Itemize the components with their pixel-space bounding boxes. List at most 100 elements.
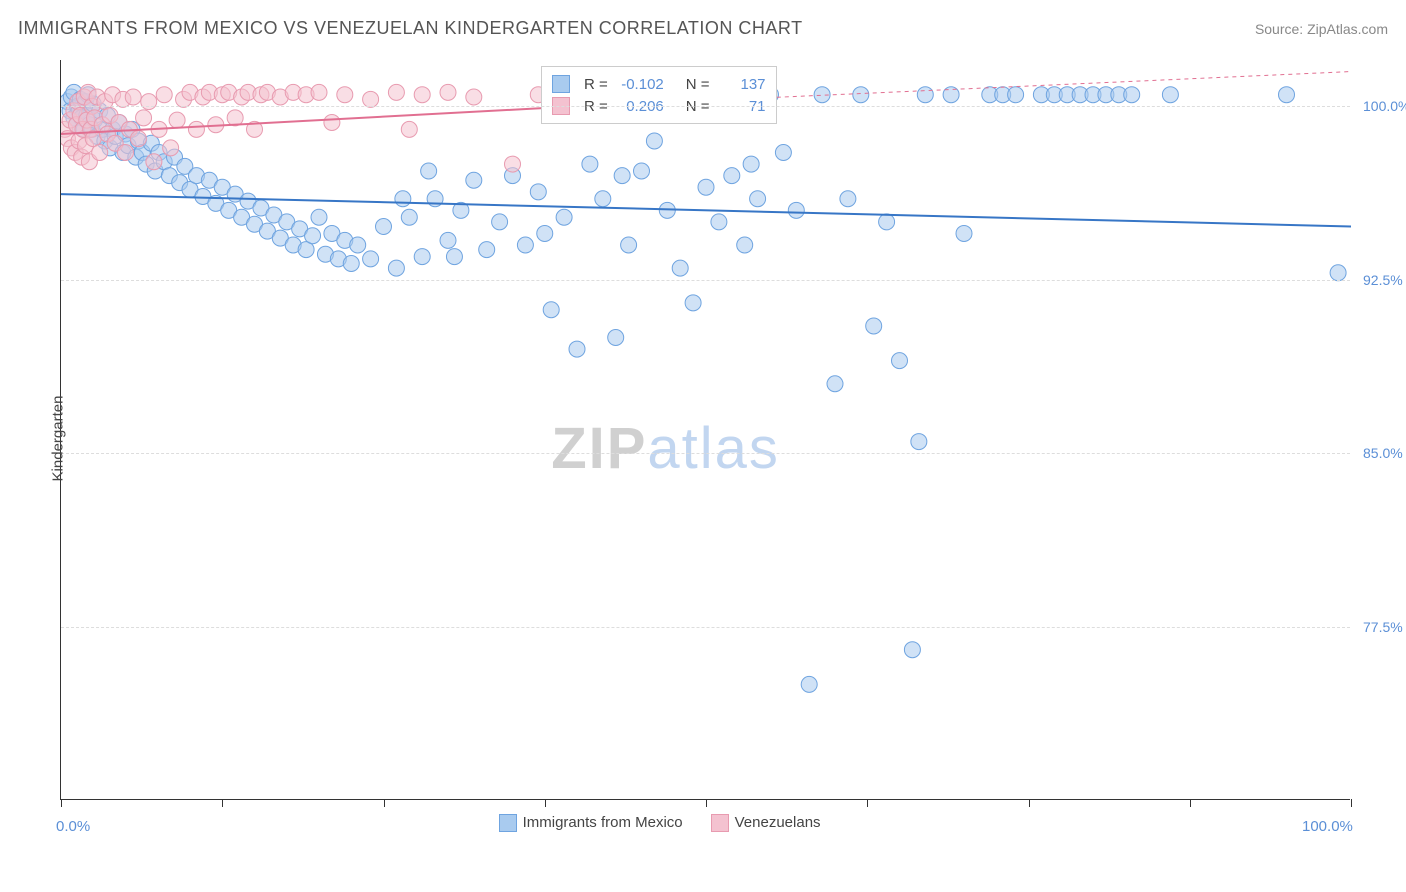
scatter-point [737,237,753,253]
scatter-point [492,214,508,230]
scatter-point [956,225,972,241]
grid-line [61,627,1350,628]
scatter-point [517,237,533,253]
scatter-point [350,237,366,253]
scatter-point [446,249,462,265]
scatter-point [892,353,908,369]
y-tick-label: 92.5% [1363,272,1403,288]
scatter-point [146,154,162,170]
scatter-point [750,191,766,207]
scatter-point [363,91,379,107]
grid-line [61,106,1350,107]
scatter-point [363,251,379,267]
scatter-point [479,242,495,258]
scatter-point [879,214,895,230]
scatter-point [646,133,662,149]
y-tick-label: 100.0% [1363,98,1406,114]
scatter-point [543,302,559,318]
x-tick [867,799,868,807]
scatter-point [130,131,146,147]
scatter-point [125,89,141,105]
x-tick [1351,799,1352,807]
scatter-point [582,156,598,172]
scatter-point [853,87,869,103]
scatter-point [156,87,172,103]
scatter-point [724,168,740,184]
scatter-point [801,676,817,692]
scatter-point [376,219,392,235]
scatter-point [92,145,108,161]
legend-label: Venezuelans [735,814,821,831]
scatter-point [595,191,611,207]
stats-r-value: -0.102 [616,76,664,93]
scatter-point [788,202,804,218]
scatter-point [685,295,701,311]
chart-title: IMMIGRANTS FROM MEXICO VS VENEZUELAN KIN… [18,18,803,39]
scatter-point [343,256,359,272]
scatter-point [943,87,959,103]
legend-item: Immigrants from Mexico [499,814,683,832]
scatter-point [311,84,327,100]
scatter-point [911,434,927,450]
grid-line [61,453,1350,454]
stats-n-label: N = [686,76,710,93]
scatter-point [388,260,404,276]
scatter-point [917,87,933,103]
header: IMMIGRANTS FROM MEXICO VS VENEZUELAN KIN… [18,18,1388,39]
scatter-point [608,330,624,346]
scatter-point [530,184,546,200]
x-axis-min-label: 0.0% [56,818,90,835]
scatter-point [395,191,411,207]
x-tick [384,799,385,807]
scatter-point [305,228,321,244]
scatter-point [466,89,482,105]
scatter-point [775,145,791,161]
scatter-point [698,179,714,195]
stats-row: R = -0.102 N = 137 [552,73,766,95]
scatter-point [634,163,650,179]
bottom-legend: Immigrants from Mexico Venezuelans [499,814,821,832]
scatter-point [621,237,637,253]
legend-item: Venezuelans [711,814,821,832]
scatter-point [556,209,572,225]
scatter-point [614,168,630,184]
scatter-point [188,121,204,137]
scatter-point [440,84,456,100]
x-tick [1190,799,1191,807]
scatter-point [1330,265,1346,281]
scatter-point [537,225,553,241]
stats-n-value: 137 [718,76,766,93]
y-tick-label: 85.0% [1363,445,1403,461]
x-tick [1029,799,1030,807]
scatter-point [118,145,134,161]
legend-label: Immigrants from Mexico [523,814,683,831]
scatter-point [866,318,882,334]
x-tick [706,799,707,807]
y-tick-label: 77.5% [1363,619,1403,635]
scatter-point [711,214,727,230]
scatter-point [388,84,404,100]
scatter-point [505,156,521,172]
scatter-point [904,642,920,658]
scatter-point [1008,87,1024,103]
scatter-point [136,110,152,126]
plot-area: ZIPatlas R =-0.102N =137R =0.206N =71 10… [60,60,1350,800]
scatter-point [1162,87,1178,103]
scatter-point [743,156,759,172]
scatter-point [337,87,353,103]
scatter-point [401,121,417,137]
y-axis-label: Kindergarten [49,396,66,482]
scatter-point [414,249,430,265]
scatter-point [1124,87,1140,103]
scatter-point [466,172,482,188]
scatter-point [401,209,417,225]
x-tick [61,799,62,807]
x-tick [222,799,223,807]
scatter-point [840,191,856,207]
stats-r-label: R = [584,76,608,93]
scatter-point [163,140,179,156]
scatter-point [440,232,456,248]
grid-line [61,280,1350,281]
scatter-point [311,209,327,225]
stats-legend-box: R =-0.102N =137R =0.206N =71 [541,66,777,124]
